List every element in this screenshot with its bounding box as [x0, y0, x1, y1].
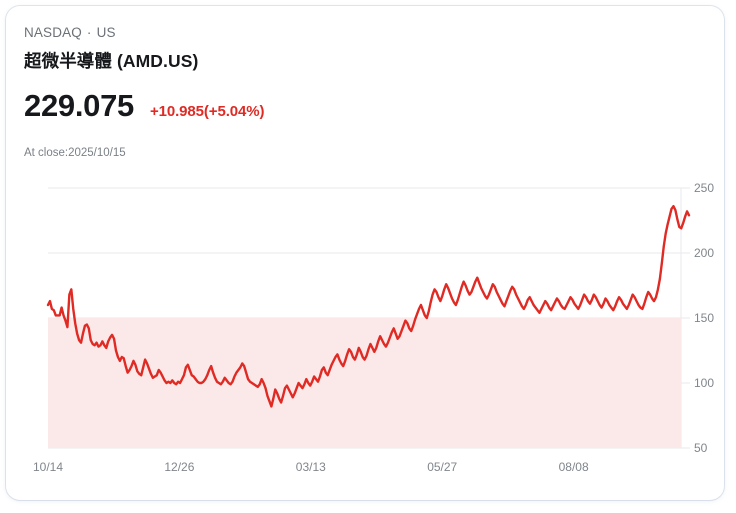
area-fill-band — [48, 318, 681, 448]
close-timestamp: At close:2025/10/15 — [24, 147, 126, 159]
exchange-line: NASDAQ · US — [24, 25, 116, 40]
page-title: 超微半導體 (AMD.US) — [24, 51, 199, 71]
x-axis-label: 08/08 — [559, 460, 589, 474]
price-chart-svg[interactable]: 250 200 150 100 50 10/14 12/26 03/13 05/27 08/08 — [6, 166, 724, 486]
y-axis-labels: 250 200 150 100 50 — [694, 181, 714, 455]
x-axis-label: 03/13 — [296, 460, 326, 474]
area-fill — [48, 318, 681, 448]
y-axis-label: 200 — [694, 246, 714, 260]
price-line-path — [46, 205, 691, 408]
y-axis-label: 250 — [694, 181, 714, 195]
price-chart[interactable]: 250 200 150 100 50 10/14 12/26 03/13 05/27 08/08 — [6, 166, 724, 486]
x-axis-label: 05/27 — [427, 460, 457, 474]
exchange-region: US — [96, 25, 116, 40]
stock-quote-card: NASDAQ · US 超微半導體 (AMD.US) 229.075 +10.985… — [6, 6, 724, 500]
price-line — [46, 205, 691, 408]
y-axis-label: 100 — [694, 376, 714, 390]
current-price: 229.075 — [24, 88, 134, 123]
price-change: +10.985(+5.04%) — [149, 103, 265, 120]
exchange-name: NASDAQ — [24, 25, 82, 40]
y-axis-label: 150 — [694, 311, 714, 325]
x-axis-label: 12/26 — [164, 460, 194, 474]
y-axis-label: 50 — [694, 441, 708, 455]
price-row: 229.075 +10.985(+5.04%) — [24, 88, 264, 124]
x-axis-labels: 10/14 12/26 03/13 05/27 08/08 — [33, 460, 589, 474]
exchange-separator: · — [86, 25, 92, 40]
x-axis-label: 10/14 — [33, 460, 63, 474]
